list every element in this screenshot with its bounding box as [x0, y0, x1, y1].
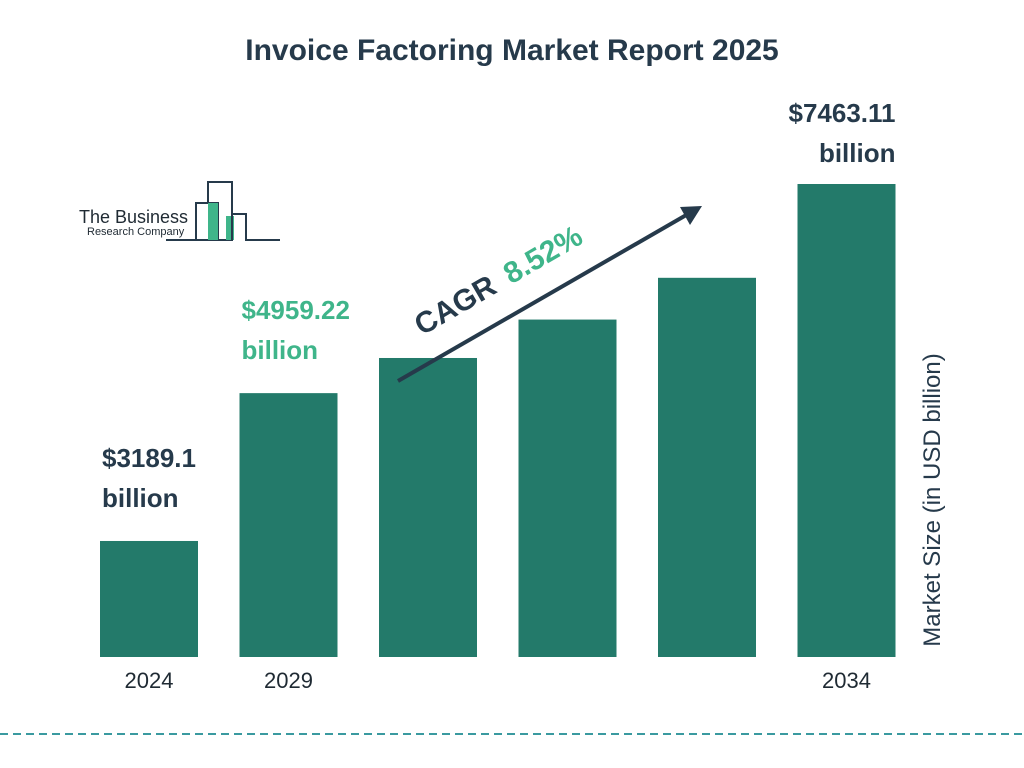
x-tick-label: 2024 — [125, 668, 174, 693]
bar-2 — [379, 357, 477, 657]
cagr-arrowhead — [680, 206, 702, 225]
logo-line2: Research Company — [87, 226, 185, 238]
y-axis-label: Market Size (in USD billion) — [919, 353, 946, 646]
cagr-arrow-line — [397, 212, 689, 383]
x-tick-label: 2029 — [264, 668, 313, 693]
x-tick-labels: 2024 2029 2034 — [125, 668, 871, 693]
bar-5 — [797, 184, 896, 657]
company-logo: The Business Research Company — [79, 181, 280, 241]
logo-line1: The Business — [79, 207, 188, 227]
bar-3 — [518, 319, 617, 657]
value-label-0: $3189.1 billion — [102, 443, 196, 513]
x-tick-label: 2034 — [822, 668, 871, 693]
bar-4 — [658, 277, 756, 657]
bar-0 — [100, 540, 198, 657]
chart-title: Invoice Factoring Market Report 2025 — [245, 34, 779, 67]
value-label-1: $4959.22 billion — [242, 295, 350, 365]
value-label-5: $7463.11 billion — [788, 98, 895, 168]
bars — [100, 184, 896, 657]
value-labels: $3189.1 billion $4959.22 billion $7463.11 bil… — [102, 98, 896, 513]
bar-1 — [239, 393, 338, 657]
